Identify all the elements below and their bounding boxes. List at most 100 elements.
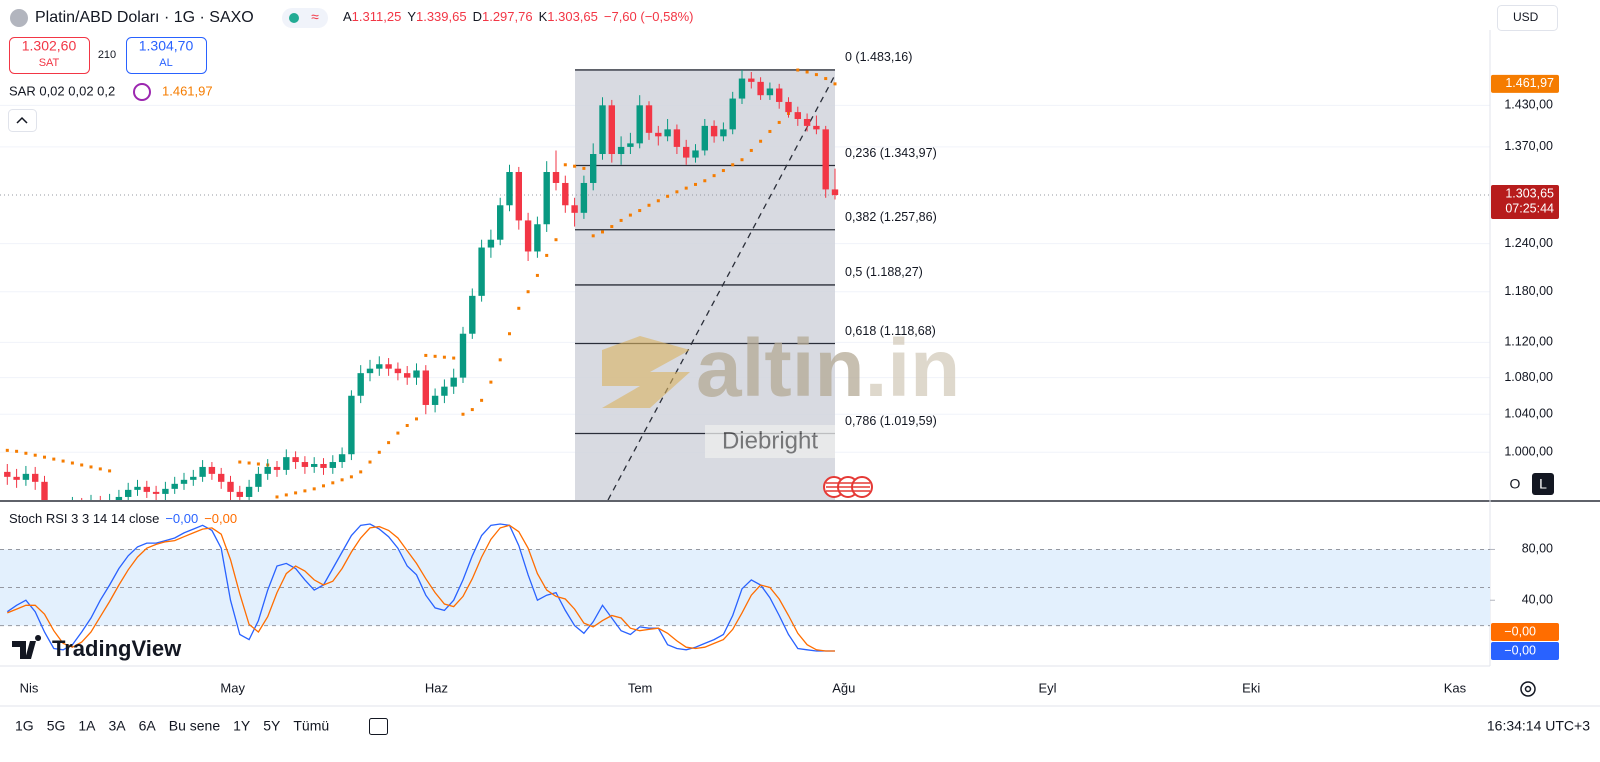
candle-body — [497, 205, 504, 240]
log-toggle[interactable] — [1504, 473, 1527, 496]
currency: USD — [1513, 10, 1539, 24]
range-button[interactable]: Tümü — [293, 718, 329, 734]
sar-dot — [666, 194, 670, 198]
settings-icon[interactable] — [1520, 681, 1536, 697]
sar-dot — [628, 213, 632, 217]
sar-dot — [601, 230, 604, 234]
sar-dot — [201, 507, 204, 510]
market-open-dot — [289, 13, 299, 23]
watermark-site-tld: .in — [865, 323, 961, 414]
buy-button[interactable] — [126, 37, 207, 74]
symbol-icon — [10, 9, 28, 27]
candle-body — [627, 143, 634, 147]
range-button[interactable]: 6A — [139, 718, 157, 734]
candle-body — [534, 224, 541, 252]
sar-dot — [814, 73, 818, 77]
event-flags — [823, 476, 873, 498]
sar-dot — [192, 508, 195, 511]
candle-body — [459, 333, 467, 378]
ohlc-change: −7,60 (−0,58%) — [604, 9, 694, 24]
sar-dot — [470, 408, 474, 412]
candle-body — [803, 118, 811, 126]
candle-body — [748, 78, 755, 82]
tv-brand: TradingView — [52, 636, 182, 661]
candle-body — [366, 368, 374, 374]
range-button[interactable]: 1G — [15, 718, 34, 734]
sar-dot — [740, 158, 744, 162]
chevron-icon — [16, 116, 28, 124]
candle-body — [227, 481, 234, 492]
sar-dot — [33, 453, 37, 457]
y-tick-label: 1.040,00 — [1504, 407, 1553, 421]
sell-button[interactable] — [9, 37, 90, 74]
ohlc-value: 1.297,76 — [482, 9, 533, 24]
last-price-label: 1.303,65 — [1505, 186, 1554, 200]
delay-icon: ≈ — [311, 9, 319, 25]
stoch-d-value: −0,00 — [204, 511, 237, 526]
candle-body — [152, 491, 160, 494]
candle-body — [552, 172, 560, 183]
date-range-icon[interactable] — [369, 718, 388, 735]
sar-dot — [731, 163, 735, 167]
sar-dot — [703, 179, 707, 183]
candle-body — [88, 502, 94, 510]
sar-dot — [349, 475, 353, 479]
sar-dot — [368, 460, 372, 464]
range-button[interactable]: 5G — [47, 718, 66, 734]
sar-dot — [396, 431, 400, 435]
axis-layer: 1.430,00 1.370,00 1.240,00 1.180,00 1.120,00… — [20, 74, 1559, 695]
sell-price: 1.302,60 — [22, 38, 77, 54]
range-button[interactable]: 1A — [78, 718, 96, 734]
candle-body — [710, 125, 718, 137]
candle-body — [125, 489, 132, 497]
sar-dot — [322, 484, 325, 488]
candle-body — [292, 457, 299, 463]
candle-body — [562, 182, 569, 206]
sar-settings[interactable] — [133, 83, 151, 101]
y-tick-label: 1.080,00 — [1504, 370, 1553, 384]
tv-mark — [12, 635, 42, 659]
candle-body — [236, 491, 243, 497]
status-pill[interactable] — [282, 8, 328, 28]
collapse-button[interactable] — [8, 109, 37, 132]
candle-body — [636, 105, 643, 144]
button-o: O — [1510, 476, 1521, 492]
sar-dot — [24, 451, 28, 455]
button-l: L — [1539, 476, 1547, 492]
sar-dot — [712, 174, 716, 178]
sar-dot — [675, 190, 679, 194]
sar-dot — [303, 489, 307, 493]
candle-body — [404, 373, 411, 378]
ohlc-value: 1.311,25 — [352, 9, 402, 24]
candle-body — [571, 205, 578, 213]
candle-body — [831, 189, 839, 196]
candle-body — [543, 172, 550, 225]
sar-dot — [452, 356, 456, 360]
candle-body — [190, 476, 197, 480]
sar-dot — [749, 148, 753, 152]
ohlc-values: A1.311,25 Y1.339,65 D1.297,76 K1.303,65 −7,6… — [343, 9, 694, 24]
range-button[interactable]: Bu sene — [169, 718, 221, 734]
sar-dot — [563, 163, 567, 167]
candle-body — [162, 488, 169, 494]
y-tick-label: 1.180,00 — [1504, 284, 1553, 298]
candle-body — [524, 220, 532, 252]
sar-dot — [238, 460, 242, 464]
candle-body — [441, 386, 448, 396]
candle-body — [115, 496, 123, 500]
range-button[interactable]: 3A — [109, 718, 127, 734]
sar-dot — [554, 238, 558, 242]
currency-button[interactable] — [1497, 5, 1558, 31]
sar-dot — [796, 68, 800, 72]
lock-toggle[interactable] — [1532, 473, 1554, 495]
candle-body — [329, 462, 336, 468]
range-button[interactable]: 1Y — [233, 718, 251, 734]
stoch-value-tag-label: −0,00 — [1504, 643, 1536, 657]
sar-dot — [80, 463, 84, 467]
candle-body — [506, 172, 513, 206]
stoch-k-value: −0,00 — [165, 511, 198, 526]
range-button[interactable]: 5Y — [263, 718, 281, 734]
candle-body — [655, 132, 662, 137]
settings-icon-core — [1524, 685, 1532, 693]
